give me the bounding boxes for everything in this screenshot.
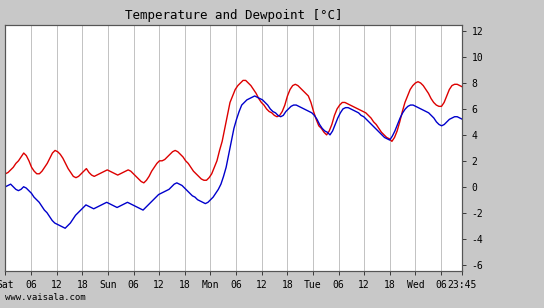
Text: www.vaisala.com: www.vaisala.com: [5, 293, 86, 302]
Text: Temperature and Dewpoint [°C]: Temperature and Dewpoint [°C]: [125, 9, 343, 22]
